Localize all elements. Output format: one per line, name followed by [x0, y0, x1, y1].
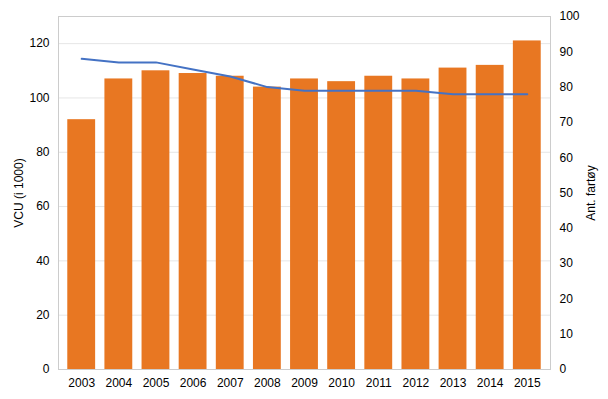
svg-text:Ant. fartøy: Ant. fartøy	[584, 165, 598, 220]
svg-text:40: 40	[560, 221, 574, 235]
svg-text:2003: 2003	[68, 376, 95, 390]
svg-text:60: 60	[36, 199, 50, 213]
svg-text:60: 60	[560, 151, 574, 165]
svg-text:VCU (i 1000): VCU (i 1000)	[12, 158, 26, 227]
svg-text:2008: 2008	[254, 376, 281, 390]
svg-text:2004: 2004	[105, 376, 132, 390]
svg-text:2009: 2009	[291, 376, 318, 390]
svg-text:20: 20	[36, 308, 50, 322]
svg-text:40: 40	[36, 254, 50, 268]
svg-text:50: 50	[560, 186, 574, 200]
svg-text:2012: 2012	[403, 376, 430, 390]
svg-text:90: 90	[560, 45, 574, 59]
svg-text:2015: 2015	[514, 376, 541, 390]
svg-text:100: 100	[29, 91, 49, 105]
svg-text:0: 0	[43, 362, 50, 376]
svg-text:2010: 2010	[328, 376, 355, 390]
svg-text:2014: 2014	[477, 376, 504, 390]
svg-text:80: 80	[560, 80, 574, 94]
svg-text:20: 20	[560, 292, 574, 306]
svg-text:2005: 2005	[143, 376, 170, 390]
svg-text:80: 80	[36, 145, 50, 159]
svg-text:120: 120	[29, 36, 49, 50]
svg-text:2006: 2006	[180, 376, 207, 390]
svg-text:0: 0	[560, 362, 567, 376]
svg-text:10: 10	[560, 327, 574, 341]
svg-text:2011: 2011	[366, 376, 392, 390]
svg-text:100: 100	[560, 9, 580, 23]
svg-text:70: 70	[560, 115, 574, 129]
svg-text:2007: 2007	[217, 376, 244, 390]
svg-text:2013: 2013	[440, 376, 467, 390]
svg-text:30: 30	[560, 256, 574, 270]
